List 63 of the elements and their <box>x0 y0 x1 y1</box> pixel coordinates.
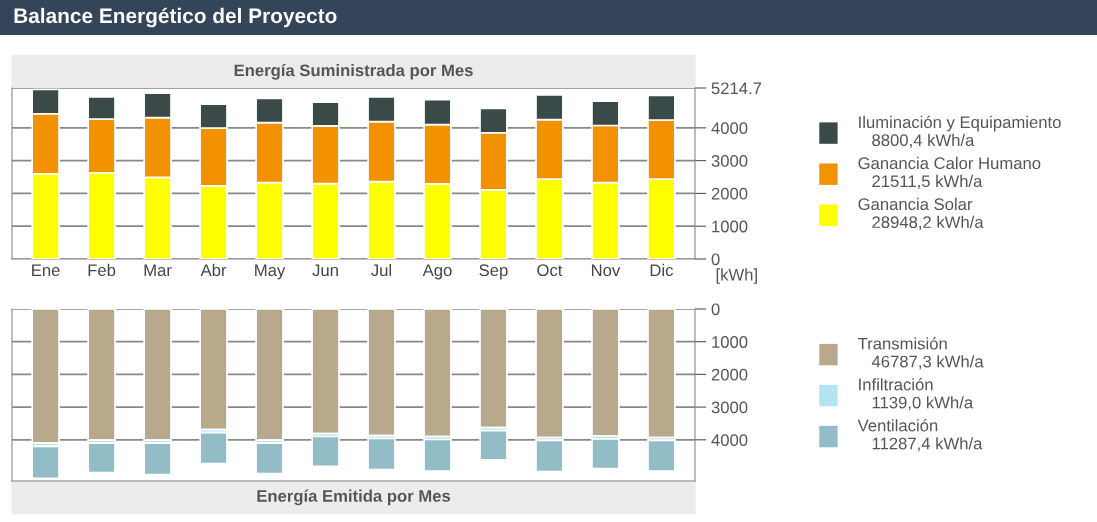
x-tick-label: Jun <box>312 264 338 277</box>
y-tick-label: 0 <box>711 303 720 316</box>
bar <box>535 439 564 473</box>
y-tick-label: 3000 <box>711 401 748 414</box>
bar <box>199 309 228 431</box>
text: 46787,3 kWh/a <box>871 355 984 370</box>
x-tick-label: Nov <box>591 264 621 277</box>
bar <box>647 439 676 473</box>
legend-label: Ventilación <box>857 419 938 432</box>
bar <box>87 442 116 474</box>
y-tick-label: 1000 <box>712 336 748 348</box>
bar <box>647 309 676 439</box>
text: 11287,4 kWh/a <box>872 437 983 452</box>
legend-label: Ganancia Calor Humano <box>858 156 1041 170</box>
x-tick-label: Ago <box>422 264 452 280</box>
text: 21511,5 kWh/a <box>872 174 983 190</box>
bar <box>591 437 620 470</box>
bar <box>311 309 340 435</box>
bar <box>143 442 172 476</box>
bar <box>143 309 172 441</box>
bar <box>31 445 60 480</box>
x-tick-label: Feb <box>88 263 116 277</box>
y-tick-label: 3000 <box>711 155 748 167</box>
bar <box>423 438 452 473</box>
legend-label: Transmisión <box>857 337 947 350</box>
bar <box>367 309 396 437</box>
bar <box>423 309 452 438</box>
y-tick-label: 4000 <box>711 122 748 135</box>
legend-label: Iluminación y Equipamiento <box>859 115 1061 132</box>
x-tick-label: Mar <box>144 264 172 277</box>
text: 1139,0 kWh/a <box>872 396 974 411</box>
bar <box>367 437 396 471</box>
text: Energía Emitida por Mes <box>257 489 451 506</box>
bar <box>255 442 284 475</box>
text: Balance Energético del Proyecto <box>14 7 337 28</box>
bar <box>311 435 340 468</box>
bar <box>535 309 564 439</box>
x-tick-label: Dic <box>650 263 674 277</box>
y-tick-label: 2000 <box>711 368 748 381</box>
text: 8800,4 kWh/a <box>872 133 975 149</box>
bar <box>87 309 116 441</box>
bar <box>479 429 508 461</box>
chart-title: Energía Suministrada por Mes <box>234 63 473 80</box>
bar <box>31 309 60 444</box>
bar <box>591 309 620 437</box>
bar <box>479 309 508 429</box>
x-tick-label: Abr <box>200 263 227 277</box>
text: 28948,2 kWh/a <box>872 215 984 230</box>
legend-label: Infiltración <box>859 378 933 391</box>
x-tick-label: Ene <box>32 264 60 277</box>
legend-label: Ganancia Solar <box>858 197 973 211</box>
x-tick-label: Jul <box>371 263 392 277</box>
y-axis-title: [kWh] <box>716 268 757 284</box>
y-tick-label: 5214.7 <box>711 82 762 95</box>
y-tick-label: 4000 <box>711 434 748 446</box>
bar <box>199 431 228 465</box>
bar <box>255 309 284 441</box>
y-tick-label: 1000 <box>712 220 748 233</box>
x-tick-label: May <box>255 264 286 280</box>
y-tick-label: 0 <box>711 253 720 266</box>
x-tick-label: Sep <box>479 264 508 280</box>
x-tick-label: Oct <box>537 264 563 277</box>
y-tick-label: 2000 <box>711 187 748 200</box>
